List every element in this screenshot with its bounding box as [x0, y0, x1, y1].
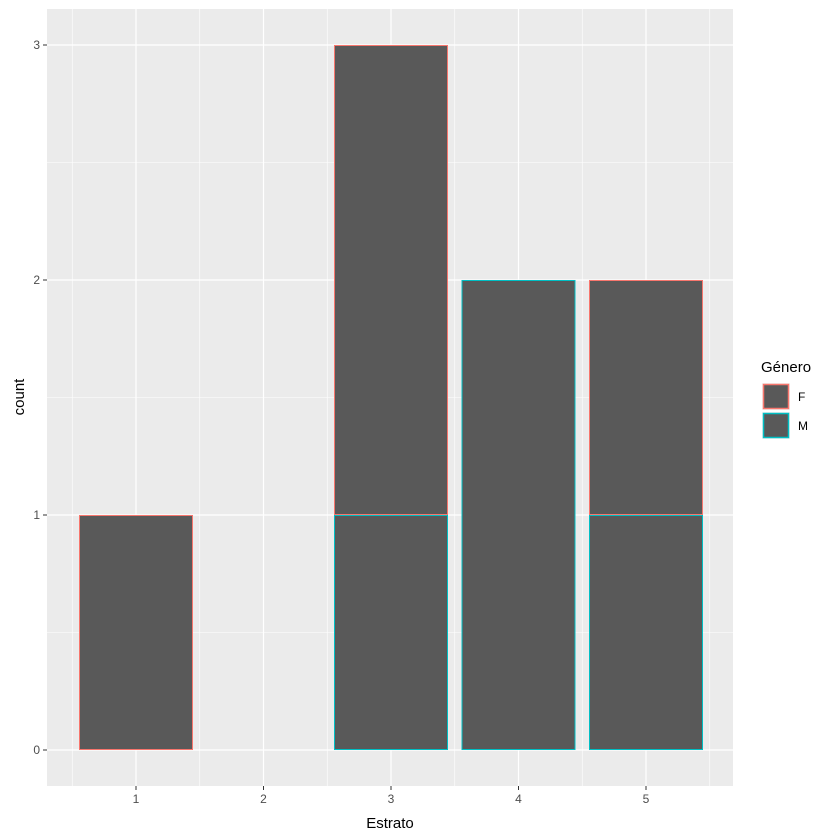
y-tick-label: 0: [33, 743, 40, 757]
bars: [79, 45, 703, 750]
bar-F-estrato-5: [589, 280, 703, 515]
legend: Género F M: [761, 359, 811, 439]
x-tick-label: 2: [260, 792, 267, 806]
x-axis: 1 2 3 4 5: [133, 786, 650, 806]
bar-M-estrato-3: [334, 515, 448, 750]
bar-M-estrato-4: [461, 280, 576, 750]
legend-title: Género: [761, 359, 811, 376]
y-axis: 0 1 2 3: [33, 38, 47, 757]
x-tick-label: 5: [643, 792, 650, 806]
legend-swatch-M: [762, 412, 790, 439]
y-tick-label: 2: [33, 273, 40, 287]
x-tick-label: 4: [515, 792, 522, 806]
y-axis-title: count: [11, 378, 28, 416]
x-axis-title: Estrato: [366, 815, 414, 832]
y-tick-label: 1: [33, 508, 40, 522]
legend-label-F: F: [798, 390, 805, 404]
bar-M-estrato-5: [589, 515, 703, 750]
legend-label-M: M: [798, 419, 808, 433]
x-tick-label: 3: [388, 792, 395, 806]
x-tick-label: 1: [133, 792, 140, 806]
y-tick-label: 3: [33, 38, 40, 52]
bar-F-estrato-1: [79, 515, 193, 750]
legend-swatch-F: [762, 383, 790, 410]
bar-F-estrato-3: [334, 45, 448, 515]
